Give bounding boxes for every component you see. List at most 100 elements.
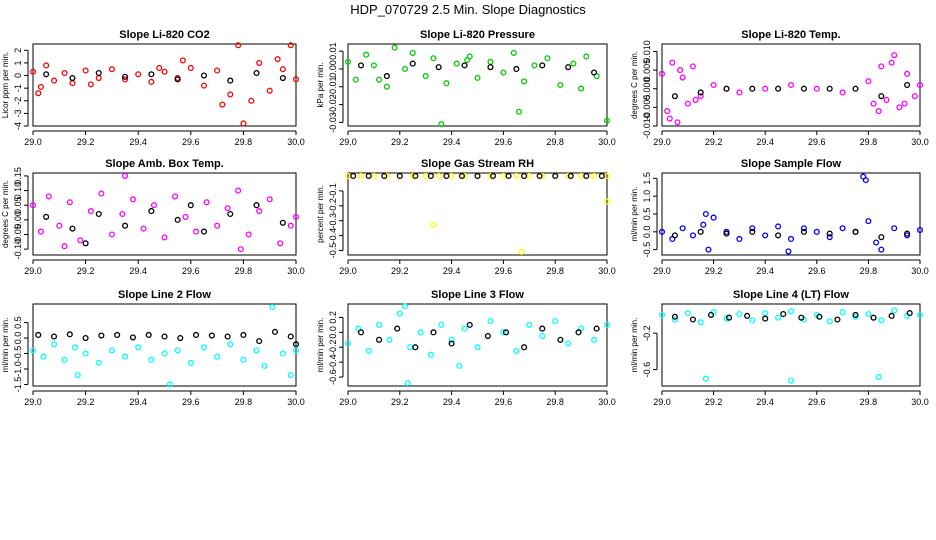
x-tick-label: 29.2: [77, 397, 95, 407]
y-tick-label: 0.00: [328, 60, 338, 78]
data-point: [135, 344, 142, 351]
y-tick-label: 0.15: [13, 167, 23, 185]
data-point: [401, 303, 409, 310]
data-point: [458, 172, 466, 180]
chart-title: Slope Line 4 (LT) Flow: [733, 289, 849, 301]
x-tick-label: 29.0: [653, 397, 671, 407]
x-tick-label: 29.2: [705, 266, 723, 276]
y-tick-label: -0.10: [13, 239, 23, 260]
data-point: [292, 341, 300, 348]
data-point: [412, 344, 419, 351]
series-five-min: [658, 52, 924, 126]
data-point: [417, 329, 424, 336]
data-point: [448, 340, 455, 347]
data-point: [200, 72, 208, 79]
data-point: [775, 232, 782, 239]
y-tick-label: 0.5: [13, 316, 23, 329]
chart-panel-1: Slope Li-820 CO2 29.0 29.2 29.4 29.6 29.8 30.0…: [1, 29, 305, 147]
data-point: [916, 226, 924, 234]
data-point: [237, 246, 244, 253]
data-point: [775, 223, 782, 230]
data-point: [253, 202, 260, 209]
data-point: [461, 172, 468, 180]
data-point: [906, 310, 913, 317]
data-point: [513, 172, 520, 180]
data-point: [266, 87, 273, 94]
plot-frame: [32, 303, 297, 387]
x-tick-label: 29.2: [391, 266, 409, 276]
y-axis-label: ml/min per min.: [630, 187, 639, 242]
data-point: [677, 67, 684, 74]
y-axis-label: degrees C per min.: [1, 180, 10, 248]
series-two-half-min: [350, 172, 605, 180]
x-tick-label: 29.8: [235, 137, 253, 147]
data-point: [689, 232, 697, 239]
data-point: [702, 210, 709, 218]
data-point: [161, 333, 168, 340]
x-tick-label: 29.8: [860, 137, 878, 147]
data-point: [435, 64, 442, 71]
data-point: [193, 331, 200, 338]
data-point: [122, 353, 129, 360]
data-point: [240, 356, 247, 363]
data-point: [598, 172, 605, 180]
data-point: [66, 331, 73, 338]
data-point: [590, 336, 598, 343]
data-point: [603, 117, 611, 124]
data-point: [852, 311, 859, 318]
data-point: [166, 381, 173, 388]
data-point: [557, 336, 564, 343]
data-point: [37, 83, 44, 90]
chart-panel-8: Slope Line 3 Flow 29.0 29.2 29.4 29.6 29.8 30.…: [316, 289, 616, 407]
y-tick-label: 0: [13, 73, 23, 78]
data-point: [148, 78, 155, 85]
y-tick-label: 1: [13, 60, 23, 65]
data-point: [357, 62, 365, 69]
data-point: [453, 60, 460, 67]
data-point: [726, 314, 733, 321]
y-axis-label: ml/min per min.: [1, 318, 10, 373]
data-point: [865, 218, 872, 225]
data-point: [253, 347, 260, 354]
data-point: [214, 353, 221, 360]
x-tick-label: 29.4: [756, 397, 774, 407]
data-point: [762, 315, 769, 322]
data-point: [45, 193, 52, 200]
data-point: [593, 325, 600, 332]
data-point: [461, 62, 468, 69]
data-point: [875, 108, 882, 115]
data-point: [526, 321, 533, 328]
data-point: [800, 228, 807, 235]
chart-title: Slope Gas Stream RH: [421, 158, 534, 170]
data-point: [666, 115, 673, 122]
data-point: [684, 310, 691, 317]
y-tick-label: -1.0: [13, 361, 23, 377]
plot-frame: [347, 303, 608, 387]
data-point: [261, 362, 268, 369]
data-point: [140, 225, 147, 232]
data-point: [352, 76, 359, 83]
data-point: [381, 172, 388, 180]
chart-panel-6: Slope Sample Flow 29.0 29.2 29.4 29.6 29.8 30.…: [630, 158, 929, 276]
y-tick-label: -3: [13, 109, 23, 117]
data-point: [873, 239, 880, 246]
page-title: HDP_070729 2.5 Min. Slope Diagnostics: [350, 2, 586, 17]
data-point: [689, 316, 697, 323]
data-point: [891, 52, 898, 59]
data-point: [50, 333, 58, 340]
data-point: [671, 93, 678, 100]
data-point: [145, 331, 152, 338]
y-tick-label: -0.4: [328, 354, 338, 370]
x-tick-label: 29.6: [808, 266, 826, 276]
y-axis-label: ml/min per min.: [316, 318, 325, 373]
data-point: [878, 63, 885, 70]
data-point: [800, 225, 807, 232]
data-point: [521, 344, 528, 351]
x-tick-label: 29.0: [24, 397, 42, 407]
data-point: [875, 373, 882, 380]
data-point: [214, 222, 221, 229]
y-tick-label: -0.6: [642, 362, 652, 378]
data-point: [552, 318, 559, 325]
data-point: [35, 331, 42, 338]
data-point: [95, 210, 102, 218]
